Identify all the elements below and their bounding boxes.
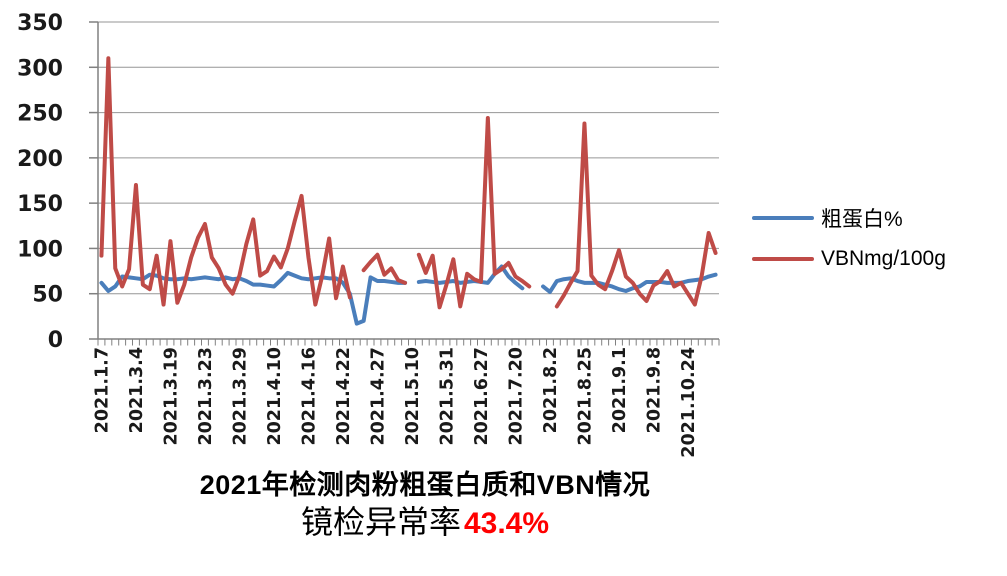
x-tick-label: 2021.10.24 bbox=[679, 347, 699, 458]
x-tick-label: 2021.3.19 bbox=[161, 347, 181, 446]
y-tick-label: 100 bbox=[17, 237, 63, 262]
series-segment bbox=[416, 116, 532, 310]
vbn-line-swatch bbox=[752, 257, 814, 261]
x-tick-label: 2021.3.23 bbox=[196, 347, 216, 446]
x-tick-label: 2021.4.16 bbox=[299, 347, 319, 446]
subtitle-text: 镜检异常率 bbox=[300, 503, 461, 540]
legend: 粗蛋白% VBNmg/100g bbox=[752, 204, 946, 286]
legend-label-vbn: VBNmg/100g bbox=[821, 247, 946, 270]
y-tick-label: 50 bbox=[32, 283, 63, 308]
axes bbox=[89, 21, 720, 346]
series-segment bbox=[361, 252, 408, 285]
x-tick-label: 2021.8.25 bbox=[575, 347, 595, 446]
y-tick-label: 150 bbox=[17, 192, 63, 217]
legend-item-crude-protein: 粗蛋白% bbox=[752, 204, 946, 232]
y-tick-labels: 0 50 100 150 200 250 300 350 bbox=[17, 11, 63, 353]
subtitle-highlight-value: 43.4% bbox=[463, 506, 550, 540]
x-tick-labels: 2021.1.7 2021.3.4 2021.3.19 2021.3.23 2021.3… bbox=[92, 347, 699, 458]
chart-subtitle: 镜检异常率 43.4% bbox=[55, 503, 795, 540]
chart-title: 2021年检测肉粉粗蛋白质和VBN情况 bbox=[199, 470, 651, 500]
series-segment bbox=[99, 56, 352, 307]
series-segment bbox=[554, 121, 718, 309]
x-tick-label: 2021.3.29 bbox=[230, 347, 250, 446]
x-tick-label: 2021.4.22 bbox=[334, 347, 354, 446]
y-tick-label: 200 bbox=[17, 147, 63, 172]
gridlines bbox=[98, 21, 719, 340]
legend-label-crude-protein: 粗蛋白% bbox=[821, 208, 903, 231]
crude-protein-line-swatch bbox=[752, 216, 814, 220]
y-tick-label: 0 bbox=[48, 328, 63, 353]
legend-item-vbn: VBNmg/100g bbox=[752, 245, 946, 273]
x-tick-label: 2021.4.10 bbox=[265, 347, 285, 446]
x-tick-label: 2021.6.27 bbox=[472, 347, 492, 446]
x-tick-label: 2021.5.31 bbox=[437, 347, 457, 446]
chart-title-block: 2021年检测肉粉粗蛋白质和VBN情况 镜检异常率 43.4% bbox=[55, 469, 795, 540]
x-tick-label: 2021.9.1 bbox=[610, 347, 630, 433]
x-tick-label: 2021.9.8 bbox=[644, 347, 664, 433]
y-tick-label: 350 bbox=[17, 11, 63, 36]
x-tick-label: 2021.3.4 bbox=[127, 347, 147, 433]
series-vbn bbox=[99, 56, 718, 310]
x-tick-label: 2021.8.2 bbox=[541, 347, 561, 433]
x-tick-label: 2021.4.27 bbox=[368, 347, 388, 446]
x-tick-label: 2021.5.10 bbox=[403, 347, 423, 446]
y-tick-label: 250 bbox=[17, 102, 63, 127]
x-tick-label: 2021.1.7 bbox=[92, 347, 112, 433]
series-segment bbox=[99, 270, 408, 326]
x-tick-label: 2021.7.20 bbox=[506, 347, 526, 446]
y-tick-label: 300 bbox=[17, 56, 63, 81]
